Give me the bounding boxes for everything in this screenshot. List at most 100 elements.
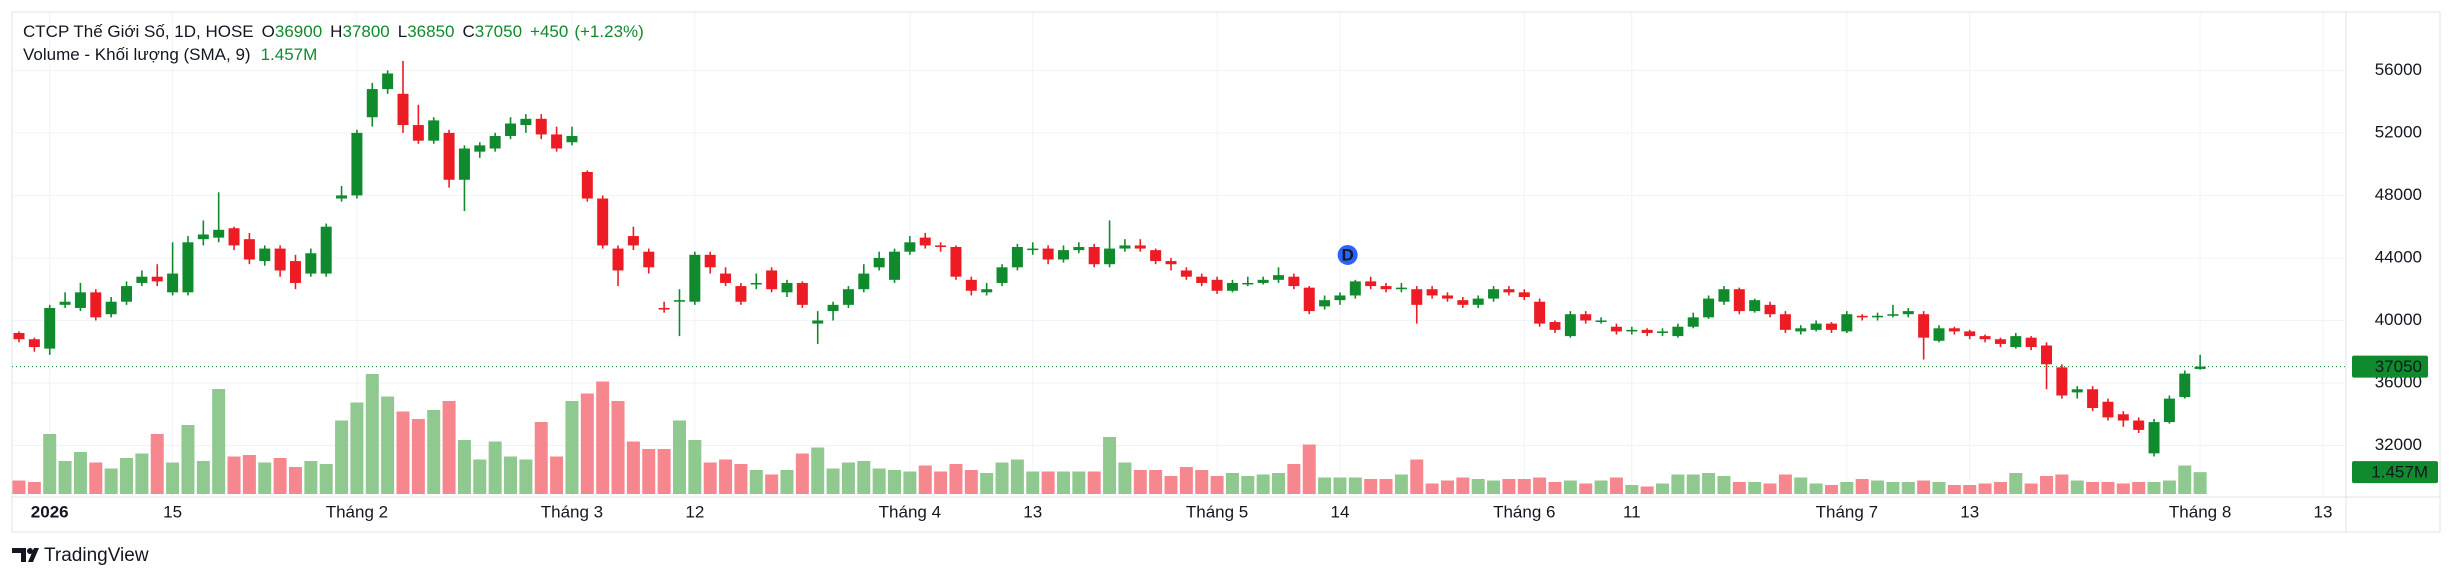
volume-bar [2086,482,2100,494]
candle-body [2010,336,2022,348]
volume-bar [1886,482,1900,494]
candle-body [996,267,1008,283]
x-tick-label: 13 [2314,502,2333,521]
candle-body [320,226,332,274]
candle-body [1610,326,1622,332]
volume-bar [227,456,241,494]
candle-body [59,301,71,305]
volume-bar [1379,479,1393,494]
o-value: 36900 [275,22,322,41]
volume-bar [1656,483,1670,494]
volume-bar [2055,474,2069,494]
volume-bar [12,480,26,494]
brand-dot [27,548,33,554]
volume-bar [934,471,948,494]
candle-body [274,248,286,271]
candle-body [689,254,701,302]
volume-bar [1855,479,1869,494]
candle-body [1810,323,1822,330]
volume-bar [1225,473,1239,494]
candle-body [1073,246,1085,251]
volume-bar [242,455,256,494]
volume-bar [350,402,364,494]
candle-body [658,307,670,310]
volume-bar [1410,459,1424,494]
volume-bar [319,464,333,494]
volume-bar [166,462,180,494]
volume-bar [841,462,855,494]
candle-body [1457,300,1469,305]
volume-badge [2352,461,2438,484]
candle-body [336,195,348,199]
candle-body [812,320,824,324]
candle-body [1549,322,1561,330]
volume-title: Volume - Khối lượng (SMA, 9) [23,45,251,64]
candle-body [243,239,255,260]
volume-bar [1087,471,1101,494]
x-tick-label: Tháng 4 [879,502,941,521]
volume-bar [273,458,287,494]
volume-bar [1963,485,1977,494]
volume-bar [1824,485,1838,494]
volume-bar [749,470,763,494]
volume-bar [442,401,456,494]
candle-body [904,242,916,252]
volume-bar [2040,476,2054,494]
volume-bar [2193,472,2207,494]
volume-bar [857,461,871,494]
candle-body [1042,248,1054,260]
volume-bar [1809,483,1823,494]
candle-body [2194,366,2206,369]
volume-bar [1625,485,1639,494]
volume-bar [411,419,425,494]
volume-bar [1471,479,1485,494]
volume-bar [811,447,825,494]
volume-bar [473,459,487,494]
candle-body [750,282,762,285]
candle-body [1902,311,1914,315]
event-marker-label: D [1341,245,1353,264]
volume-bar [872,468,886,494]
volume-bar [1333,477,1347,494]
candle-body [1334,295,1346,301]
volume-bar [1533,477,1547,494]
candle-body [167,273,179,293]
candle-body [643,251,655,268]
candle-body [1288,276,1300,287]
candle-body [2179,373,2191,398]
candle-body [781,282,793,293]
candle-body [1641,329,1653,333]
volume-bar [642,449,656,494]
candle-body [2087,389,2099,409]
candle-body [566,136,578,143]
volume-bar [89,462,103,494]
volume-bar [1978,483,1992,494]
candle-body [796,282,808,305]
candle-body [2102,401,2114,418]
candle-body [74,292,86,308]
volume-bar [949,464,963,494]
volume-bar [2101,482,2115,494]
volume-bar [1609,477,1623,494]
candle-body [827,304,839,312]
volume-bar [1456,477,1470,494]
candle-body [2148,422,2160,454]
candle-body [766,270,778,290]
candle-body [1657,331,1669,333]
volume-bar [1318,477,1332,494]
volume-bar [288,467,302,494]
candle-body [182,242,194,293]
candle-body [842,289,854,305]
volume-bar [504,456,518,494]
candle-body [1718,289,1730,302]
y-tick-label: 32000 [2375,435,2422,454]
candle-body [1395,287,1407,290]
candle-body [1580,314,1592,321]
candle-body [2041,345,2053,365]
frame [11,11,2441,533]
h-label: H [330,22,342,41]
candle-body [289,261,301,283]
volume-bar [1041,471,1055,494]
candle-body [1165,261,1177,265]
candle-body [1948,328,1960,332]
